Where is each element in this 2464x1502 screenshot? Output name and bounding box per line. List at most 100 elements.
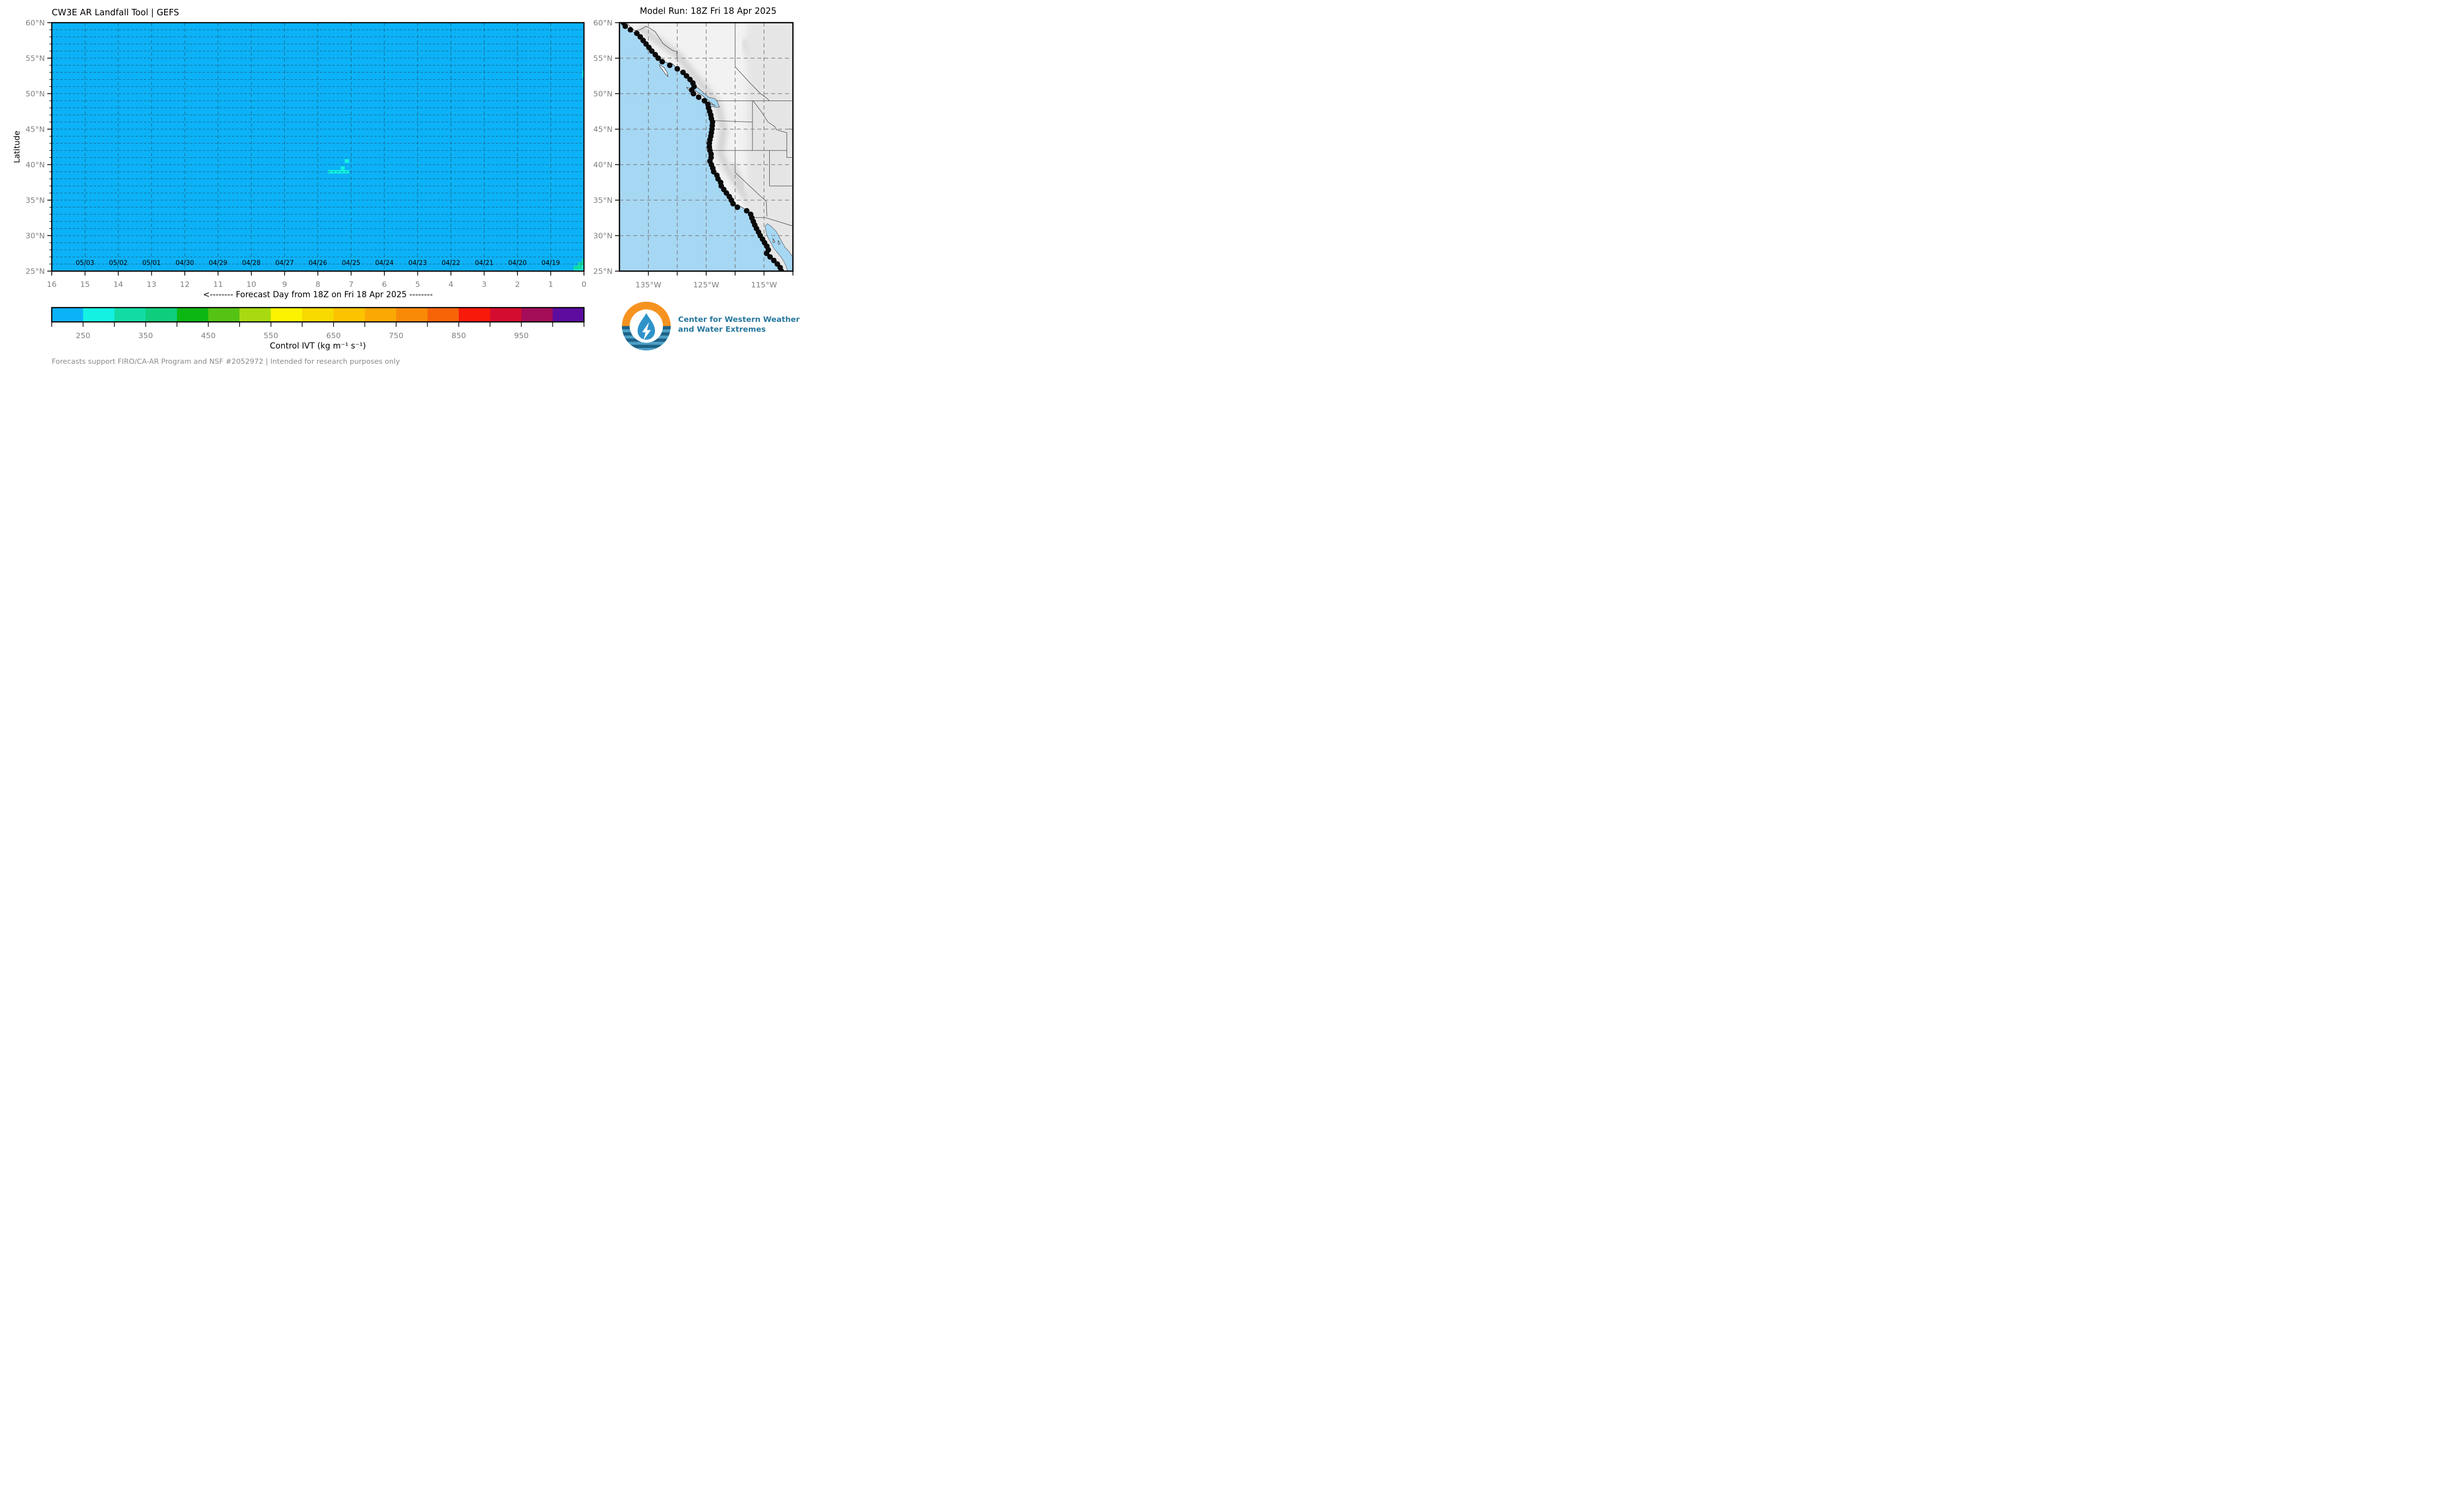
landfall-dot <box>701 98 708 104</box>
x-tick-label: 12 <box>180 280 190 289</box>
map-lat-label: 55°N <box>593 54 613 63</box>
ivt-cell <box>574 266 582 270</box>
landfall-dot <box>684 73 689 79</box>
colorbar-tick-label: 450 <box>201 331 216 340</box>
logo-orange-arc <box>622 302 671 326</box>
x-tick-label: 7 <box>349 280 354 289</box>
ivt-cell <box>582 258 584 262</box>
landmass <box>773 238 776 243</box>
date-label: 04/25 <box>342 259 360 267</box>
x-tick-label: 5 <box>415 280 420 289</box>
colorbar-segment <box>490 308 522 322</box>
x-tick-label: 13 <box>147 280 157 289</box>
landfall-dot <box>711 169 717 175</box>
ivt-cell <box>574 269 584 271</box>
map-lon-label: 125°W <box>693 280 719 289</box>
date-label: 04/26 <box>308 259 327 267</box>
date-label: 05/01 <box>142 259 161 267</box>
ivt-cell <box>582 70 584 78</box>
colorbar-tick-label: 750 <box>389 331 404 340</box>
y-tick-label: 40°N <box>26 161 45 170</box>
colorbar-segment <box>208 308 240 322</box>
landfall-dot <box>667 62 673 68</box>
ivt-heatmap-panel: 05/03 05/02 05/01 04/30 04/29 04/28 04/27 04/26… <box>26 19 586 289</box>
date-label: 04/20 <box>508 259 526 267</box>
border-line <box>626 23 678 62</box>
landfall-dot <box>734 204 740 210</box>
logo-stripe <box>622 345 671 348</box>
ivt-cell <box>582 266 584 270</box>
colorbar-tick-label: 950 <box>514 331 529 340</box>
x-tick-label: 16 <box>47 280 57 289</box>
y-tick-label: 35°N <box>26 196 45 205</box>
landfall-dot <box>627 27 633 33</box>
colorbar-segment <box>396 308 428 322</box>
landfall-dot <box>690 91 696 97</box>
border-line <box>770 150 793 158</box>
date-label: 04/19 <box>542 259 560 267</box>
border-line <box>753 101 787 151</box>
colorbar-segment <box>365 308 397 322</box>
x-tick-label: 3 <box>482 280 487 289</box>
colorbar-segment <box>114 308 146 322</box>
x-tick-label: 11 <box>213 280 223 289</box>
mountain-band <box>730 162 746 190</box>
landfall-dot <box>696 94 702 100</box>
x-axis-label: <-------- Forecast Day from 18Z on Fri 1… <box>203 290 433 299</box>
page-title: CW3E AR Landfall Tool | GEFS <box>52 8 179 18</box>
date-label: 04/30 <box>175 259 194 267</box>
date-label: 04/29 <box>209 259 227 267</box>
colorbar-segment <box>271 308 303 322</box>
ivt-cell <box>344 159 349 163</box>
colorbar-segment <box>145 308 177 322</box>
y-tick-label: 25°N <box>26 267 45 276</box>
date-label: 04/27 <box>275 259 294 267</box>
colorbar-segment <box>552 308 584 322</box>
landfall-dot <box>634 31 640 36</box>
y-tick-label: 55°N <box>26 54 45 63</box>
y-tick-label: 45°N <box>26 125 45 134</box>
colorbar-segment <box>240 308 272 322</box>
landmass <box>659 64 669 77</box>
colorbar-segment <box>177 308 209 322</box>
date-label: 04/24 <box>375 259 393 267</box>
landfall-dot <box>778 268 785 271</box>
map-lat-label: 25°N <box>593 267 613 276</box>
ar-landfall-tool-figure: CW3E AR Landfall Tool | GEFS Model Run: … <box>0 0 804 376</box>
landfall-dot <box>771 257 777 263</box>
x-tick-label: 6 <box>382 280 387 289</box>
landfall-dot <box>674 66 680 72</box>
logo-org-line1: Center for Western Weather <box>678 315 800 324</box>
logo-org-line2: and Water Extremes <box>678 324 766 334</box>
x-tick-label: 0 <box>582 280 586 289</box>
landfall-dot <box>767 254 773 260</box>
landfall-dot <box>655 55 661 61</box>
map-lat-label: 45°N <box>593 125 613 134</box>
landfall-dot <box>659 59 665 65</box>
map-lat-label: 35°N <box>593 196 613 205</box>
colorbar-tick-label: 850 <box>451 331 466 340</box>
ivt-colorbar: 250 350 450 550 650 750 850 950 <box>51 307 585 340</box>
logo-bolt-icon <box>642 322 651 341</box>
landfall-dot <box>680 70 686 75</box>
x-tick-label: 2 <box>515 280 520 289</box>
colorbar-tick-label: 550 <box>264 331 278 340</box>
x-tick-label: 9 <box>282 280 287 289</box>
ivt-cell <box>341 166 345 170</box>
x-tick-label: 14 <box>113 280 123 289</box>
map-lat-label: 30°N <box>593 232 613 241</box>
date-label: 04/21 <box>475 259 493 267</box>
colorbar-tick-label: 650 <box>326 331 341 340</box>
cw3e-logo-icon <box>622 302 671 350</box>
model-run-title: Model Run: 18Z Fri 18 Apr 2025 <box>640 6 777 16</box>
landfall-dot <box>744 208 750 214</box>
date-label: 04/23 <box>409 259 427 267</box>
landfall-dot <box>622 23 628 29</box>
date-label: 05/03 <box>76 259 94 267</box>
logo-org-name: Center for Western Weather and Water Ext… <box>678 315 800 334</box>
date-label: 04/28 <box>242 259 260 267</box>
colorbar-segment <box>458 308 490 322</box>
border-line <box>713 120 753 123</box>
colorbar-tick-label: 250 <box>76 331 91 340</box>
colorbar-segment <box>302 308 334 322</box>
